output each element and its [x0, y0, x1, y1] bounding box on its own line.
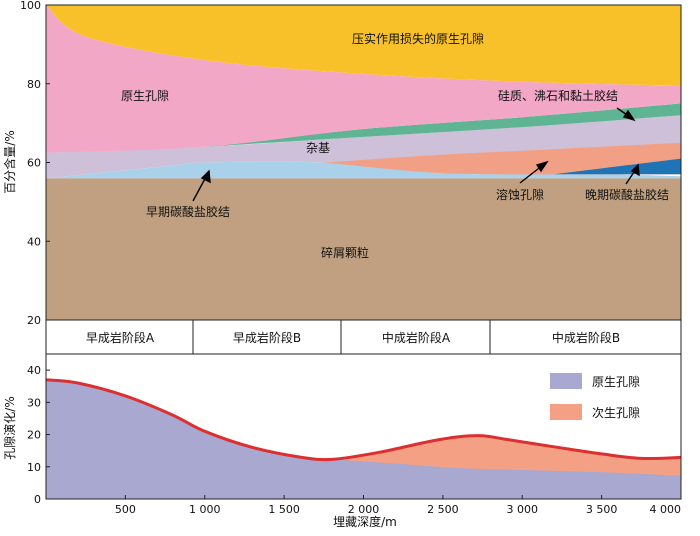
stage-middle-b: 中成岩阶段B	[552, 330, 620, 345]
x-tick-label: 2 000	[348, 503, 380, 516]
layer-5	[204, 103, 682, 147]
x-tick-label: 1 500	[268, 503, 300, 516]
arrowhead-late-carbonate	[630, 163, 640, 177]
x-tick-label: 4 000	[650, 503, 682, 516]
y-tick-label: 100	[20, 0, 41, 12]
arrowhead-dissolution	[535, 160, 549, 173]
arrowhead-silica	[622, 109, 636, 122]
top-y-axis-label: 百分含量/%	[2, 130, 17, 193]
layer-6	[46, 5, 681, 153]
layer-7	[46, 5, 681, 86]
legend-label-secondary: 次生孔隙	[592, 406, 640, 420]
x-tick-label: 3 500	[586, 503, 618, 516]
label-compaction-loss: 压实作用损失的原生孔隙	[352, 31, 484, 46]
label-silica-zeolite-clay-cement: 硅质、沸石和黏土胶结	[498, 88, 618, 103]
layer-0	[46, 178, 681, 320]
x-tick-label: 500	[115, 503, 136, 516]
x-axis-label: 埋藏深度/m	[333, 514, 397, 529]
y-tick-label: 0	[34, 493, 41, 506]
label-clastic-grains: 碎屑颗粒	[321, 245, 369, 260]
y-tick-label: 30	[27, 396, 41, 409]
x-tick-label: 1 000	[189, 503, 221, 516]
total-porosity-line	[45, 378, 682, 462]
bottom-x-axis: 500 1 000 1 500 2 000 2 500 3 000 3 500 4 000	[115, 495, 682, 516]
layer-3	[323, 142, 681, 175]
y-tick-label: 80	[27, 78, 41, 91]
y-tick-label: 60	[27, 157, 41, 170]
label-late-carbonate-cement: 晚期碳酸盐胶结	[585, 187, 669, 202]
label-matrix: 杂基	[306, 141, 330, 155]
legend-label-primary: 原生孔隙	[592, 375, 640, 389]
layer-1	[46, 161, 681, 179]
stage-early-a: 早成岩阶段A	[86, 330, 155, 345]
x-tick-label: 2 500	[427, 503, 459, 516]
top-panel-layers	[46, 5, 682, 320]
label-dissolution-porosity: 溶蚀孔隙	[496, 187, 544, 202]
x-tick-label: 3 000	[507, 503, 539, 516]
bottom-panel-areas	[45, 378, 682, 499]
label-primary-porosity: 原生孔隙	[121, 89, 169, 103]
stage-middle-a: 中成岩阶段A	[382, 330, 451, 345]
arrowhead-early-carbonate	[200, 169, 211, 184]
y-tick-label: 40	[27, 364, 41, 377]
y-tick-label: 20	[27, 314, 41, 327]
label-early-carbonate-cement: 早期碳酸盐胶结	[146, 204, 230, 219]
y-tick-label: 10	[27, 461, 41, 474]
legend-swatch-secondary	[550, 404, 582, 420]
area-primary-porosity	[46, 379, 681, 499]
bottom-y-axis: 0 10 20 30 40	[27, 364, 50, 506]
y-tick-label: 20	[27, 429, 41, 442]
stage-early-b: 早成岩阶段B	[233, 330, 301, 345]
layer-4	[554, 158, 681, 175]
annotation-arrows	[192, 107, 640, 202]
legend-swatch-primary	[550, 373, 582, 389]
bottom-y-axis-label: 孔隙演化/%	[2, 396, 17, 459]
y-tick-label: 40	[27, 235, 41, 248]
